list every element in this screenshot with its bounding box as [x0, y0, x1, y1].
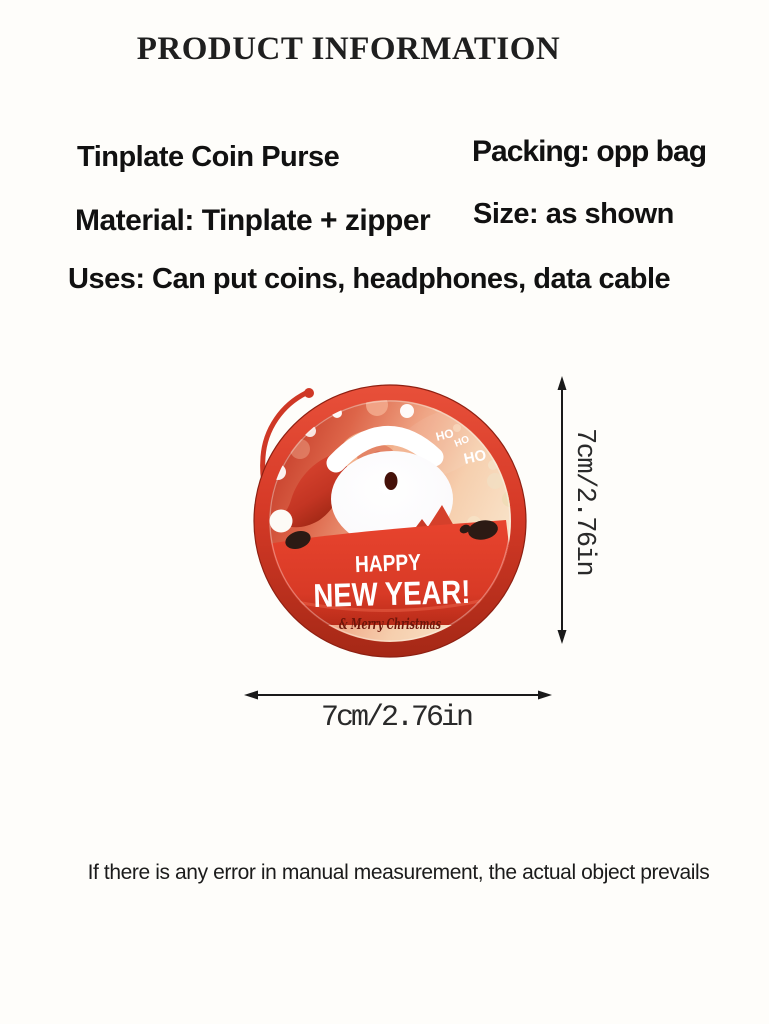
spec-product-name: Tinplate Coin Purse	[77, 141, 340, 173]
svg-text:HO: HO	[434, 426, 455, 444]
spec-size: Size: as shown	[473, 198, 674, 230]
santa-mouth	[384, 472, 398, 490]
ho-ho-ho-text: HO HO HO	[434, 426, 488, 468]
height-dimension-arrow	[557, 376, 567, 644]
spec-uses: Uses: Can put coins, headphones, data ca…	[68, 263, 671, 295]
disclaimer-text: If there is any error in manual measurem…	[87, 861, 710, 884]
spec-material: Material: Tinplate + zipper	[75, 204, 431, 237]
coin-purse-image: HO HO HO	[253, 384, 527, 658]
height-dimension-label: 7cm/2.76in	[569, 428, 599, 576]
width-dimension-arrow	[244, 690, 552, 700]
width-dimension-label: 7cm/2.76in	[320, 701, 474, 735]
santa-mitten-right	[468, 520, 498, 540]
svg-text:HO: HO	[453, 434, 471, 450]
spec-packing: Packing: opp bag	[472, 135, 707, 168]
svg-text:HO: HO	[462, 447, 488, 468]
banner-happy-text: HAPPY	[354, 549, 421, 577]
banner-new-year-text: NEW YEAR!	[313, 573, 471, 614]
banner-merry-christmas-text: & Merry Christmas	[339, 615, 441, 633]
hat-fur-trim	[326, 426, 444, 473]
banner	[269, 520, 510, 625]
santa-mitten-left	[285, 530, 311, 550]
santa-hat	[269, 451, 348, 533]
page-title: PRODUCT INFORMATION	[136, 31, 561, 67]
hat-pom	[269, 509, 293, 533]
